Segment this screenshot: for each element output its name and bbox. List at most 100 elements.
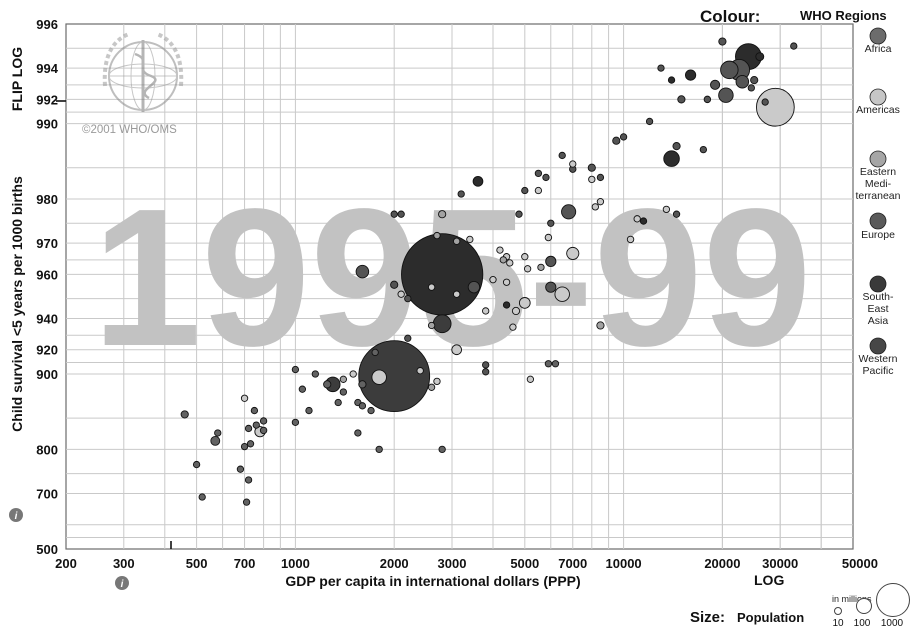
data-bubble[interactable] (291, 418, 300, 427)
data-bubble[interactable] (639, 217, 648, 225)
data-bubble[interactable] (515, 210, 523, 218)
data-bubble[interactable] (755, 52, 765, 62)
data-bubble[interactable] (482, 361, 490, 369)
data-bubble[interactable] (502, 278, 511, 286)
data-bubble[interactable] (250, 406, 259, 415)
data-bubble[interactable] (246, 440, 255, 448)
data-bubble[interactable] (566, 246, 580, 260)
data-bubble[interactable] (240, 394, 249, 402)
data-bubble[interactable] (339, 388, 348, 396)
data-bubble[interactable] (523, 265, 532, 273)
data-bubble[interactable] (451, 344, 462, 356)
colour-value[interactable]: WHO Regions (800, 8, 887, 23)
data-bubble[interactable] (432, 314, 452, 334)
data-bubble[interactable] (633, 215, 641, 223)
data-bubble[interactable] (509, 323, 517, 331)
data-bubble[interactable] (236, 465, 245, 473)
data-bubble[interactable] (526, 375, 535, 383)
data-bubble[interactable] (210, 435, 221, 446)
data-bubble[interactable] (244, 424, 253, 433)
data-bubble[interactable] (438, 445, 446, 454)
data-bubble[interactable] (518, 297, 531, 309)
legend-swatch[interactable] (869, 212, 887, 230)
legend-swatch[interactable] (869, 27, 887, 45)
data-bubble[interactable] (547, 219, 555, 227)
data-bubble[interactable] (404, 334, 412, 342)
data-bubble[interactable] (718, 87, 734, 103)
data-bubble[interactable] (756, 87, 795, 127)
data-bubble[interactable] (662, 205, 671, 214)
data-bubble[interactable] (457, 190, 465, 198)
data-bubble[interactable] (699, 145, 708, 154)
data-bubble[interactable] (591, 203, 599, 211)
data-bubble[interactable] (214, 429, 222, 437)
data-bubble[interactable] (720, 60, 739, 80)
data-bubble[interactable] (596, 198, 605, 206)
data-bubble[interactable] (521, 186, 529, 195)
data-bubble[interactable] (305, 406, 313, 415)
data-bubble[interactable] (401, 233, 484, 316)
legend-swatch[interactable] (869, 275, 887, 293)
legend-swatch[interactable] (869, 88, 887, 106)
data-bubble[interactable] (298, 385, 307, 393)
data-bubble[interactable] (291, 365, 300, 374)
data-bubble[interactable] (703, 95, 712, 104)
data-bubble[interactable] (354, 429, 362, 437)
data-bubble[interactable] (259, 426, 268, 435)
data-bubble[interactable] (252, 421, 260, 429)
info-icon[interactable]: i (9, 508, 23, 522)
legend-swatch[interactable] (869, 150, 887, 168)
data-bubble[interactable] (433, 231, 441, 240)
data-bubble[interactable] (427, 383, 436, 391)
data-bubble[interactable] (427, 283, 436, 291)
data-bubble[interactable] (672, 210, 681, 218)
data-bubble[interactable] (588, 175, 596, 184)
data-bubble[interactable] (544, 233, 553, 242)
data-bubble[interactable] (545, 255, 557, 267)
data-bubble[interactable] (750, 75, 759, 85)
data-bubble[interactable] (790, 42, 798, 50)
data-bubble[interactable] (496, 246, 504, 254)
data-bubble[interactable] (358, 380, 367, 389)
data-bubble[interactable] (397, 210, 405, 218)
data-bubble[interactable] (466, 235, 474, 244)
data-bubble[interactable] (537, 263, 545, 272)
data-bubble[interactable] (416, 367, 424, 375)
data-bubble[interactable] (710, 79, 721, 90)
data-bubble[interactable] (506, 259, 514, 267)
data-bubble[interactable] (596, 321, 605, 330)
data-bubble[interactable] (192, 460, 201, 469)
data-bubble[interactable] (545, 281, 557, 293)
data-bubble[interactable] (244, 476, 253, 484)
data-bubble[interactable] (735, 74, 750, 89)
data-bubble[interactable] (358, 340, 431, 413)
data-bubble[interactable] (427, 321, 436, 330)
data-bubble[interactable] (453, 237, 461, 245)
data-bubble[interactable] (747, 84, 755, 92)
data-bubble[interactable] (499, 256, 507, 264)
data-bubble[interactable] (367, 406, 375, 415)
data-bubble[interactable] (542, 173, 550, 182)
data-bubble[interactable] (544, 360, 553, 368)
data-bubble[interactable] (667, 76, 676, 84)
legend-swatch[interactable] (869, 337, 887, 355)
data-bubble[interactable] (684, 69, 697, 81)
data-bubble[interactable] (619, 133, 628, 141)
data-bubble[interactable] (334, 398, 342, 407)
data-bubble[interactable] (663, 150, 680, 167)
info-icon-x[interactable]: i (115, 576, 129, 590)
data-bubble[interactable] (502, 301, 511, 309)
data-bubble[interactable] (371, 369, 387, 385)
data-bubble[interactable] (626, 235, 635, 244)
data-bubble[interactable] (349, 370, 357, 378)
data-bubble[interactable] (657, 64, 665, 72)
data-bubble[interactable] (242, 498, 251, 506)
data-bubble[interactable] (472, 175, 484, 187)
data-bubble[interactable] (645, 117, 654, 126)
data-bubble[interactable] (390, 280, 399, 289)
data-bubble[interactable] (677, 95, 686, 104)
data-bubble[interactable] (433, 377, 441, 386)
data-bubble[interactable] (534, 186, 543, 195)
data-bubble[interactable] (672, 142, 681, 151)
size-value[interactable]: Population (737, 610, 804, 625)
